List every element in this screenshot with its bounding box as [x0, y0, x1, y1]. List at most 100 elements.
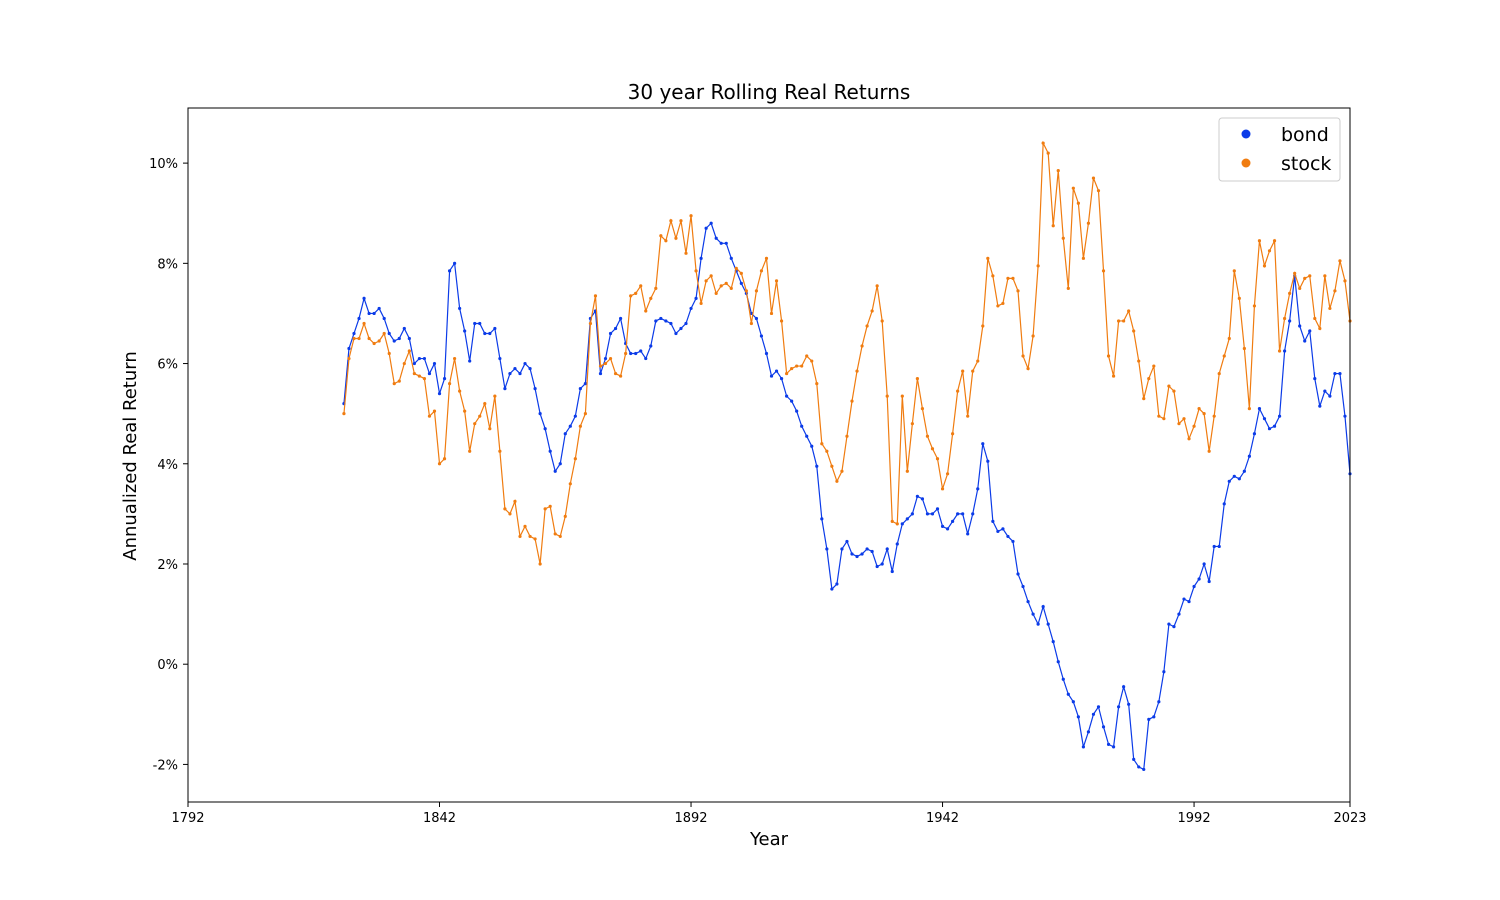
stock-point: [603, 361, 608, 366]
bond-point: [442, 376, 447, 381]
stock-point: [372, 341, 376, 346]
bond-point: [543, 427, 547, 431]
bond-point: [1137, 765, 1141, 769]
series-bond: [342, 221, 1352, 772]
y-tick-label: 8%: [157, 257, 178, 272]
bond-point: [613, 326, 618, 331]
bond-point: [352, 331, 356, 336]
stock-point: [1056, 169, 1060, 173]
stock-point: [412, 371, 416, 376]
stock-point: [779, 319, 784, 323]
bond-point: [754, 316, 759, 321]
bond-point: [971, 512, 975, 516]
bond-point: [548, 449, 552, 453]
legend-label-bond: bond: [1281, 124, 1329, 146]
stock-point: [1242, 346, 1246, 351]
stock-point: [885, 394, 889, 398]
bond-point: [1132, 757, 1136, 762]
bond-point: [1333, 371, 1337, 376]
bond-point: [694, 296, 698, 301]
bond-point: [825, 547, 829, 551]
bond-point: [1076, 715, 1080, 719]
stock-point: [1207, 449, 1211, 453]
stock-point: [1293, 271, 1297, 275]
stock-point: [1081, 256, 1085, 260]
stock-point: [815, 381, 819, 386]
bond-point: [1242, 469, 1246, 473]
stock-point: [769, 311, 774, 316]
bond-point: [1237, 477, 1241, 481]
stock-point: [961, 369, 965, 373]
stock-point: [1247, 407, 1251, 411]
y-tick-label: 2%: [157, 558, 178, 573]
bond-point: [553, 469, 557, 473]
stock-point: [925, 434, 930, 438]
bond-point: [966, 532, 970, 536]
bond-point: [1081, 745, 1085, 749]
stock-point: [1132, 329, 1136, 333]
bond-point: [986, 459, 990, 463]
stock-point: [493, 394, 497, 398]
bond-point: [478, 321, 482, 326]
bond-point: [513, 366, 517, 371]
stock-point: [362, 321, 366, 326]
bond-point: [1303, 339, 1307, 343]
stock-point: [533, 537, 537, 541]
bond-point: [785, 394, 789, 398]
stock-point: [1046, 151, 1050, 155]
bond-point: [945, 527, 950, 531]
stock-point: [704, 279, 708, 283]
stock-point: [840, 469, 844, 473]
stock-point: [397, 379, 401, 383]
bond-point: [1111, 745, 1116, 749]
stock-point: [624, 351, 628, 356]
stock-point: [880, 319, 884, 323]
bond-point: [608, 331, 613, 336]
bond-point: [1197, 577, 1201, 581]
stock-point: [548, 504, 552, 508]
bond-point: [1152, 715, 1156, 719]
bond-point: [573, 414, 577, 418]
bond-point: [1071, 700, 1075, 704]
stock-point: [1011, 276, 1015, 280]
stock-point: [654, 286, 658, 290]
bond-point: [533, 387, 537, 391]
stock-point: [1036, 264, 1040, 268]
bond-point: [598, 371, 603, 376]
bond-point: [1086, 730, 1091, 734]
bond-point: [820, 517, 824, 521]
bond-point: [1207, 579, 1211, 584]
stock-point: [588, 321, 593, 326]
stock-point: [855, 369, 859, 373]
stock-point: [598, 364, 603, 368]
stock-point: [865, 324, 869, 328]
stock-point: [1162, 417, 1166, 421]
stock-point: [679, 219, 683, 223]
bond-point: [387, 331, 391, 336]
stock-point: [1262, 264, 1267, 268]
stock-point: [719, 284, 723, 288]
bond-point: [1001, 527, 1005, 531]
bond-point: [1288, 319, 1292, 323]
bond-point: [463, 329, 467, 333]
stock-point: [1252, 304, 1257, 308]
stock-point: [795, 364, 799, 368]
bond-point: [845, 539, 849, 544]
stock-point: [860, 344, 864, 348]
stock-point: [644, 309, 648, 313]
bond-point: [830, 587, 834, 591]
bond-point: [407, 336, 411, 341]
bond-point: [900, 522, 904, 526]
bond-point: [1283, 349, 1287, 353]
stock-point: [910, 422, 914, 426]
bond-point: [835, 582, 839, 586]
bond-point: [1267, 427, 1272, 431]
stock-point: [1303, 276, 1307, 280]
bond-point: [629, 351, 633, 356]
bond-point: [920, 497, 925, 501]
stock-point: [1217, 371, 1221, 376]
bond-point: [749, 311, 753, 316]
bond-point: [458, 306, 462, 311]
stock-point: [835, 479, 839, 483]
bond-point: [764, 351, 769, 356]
